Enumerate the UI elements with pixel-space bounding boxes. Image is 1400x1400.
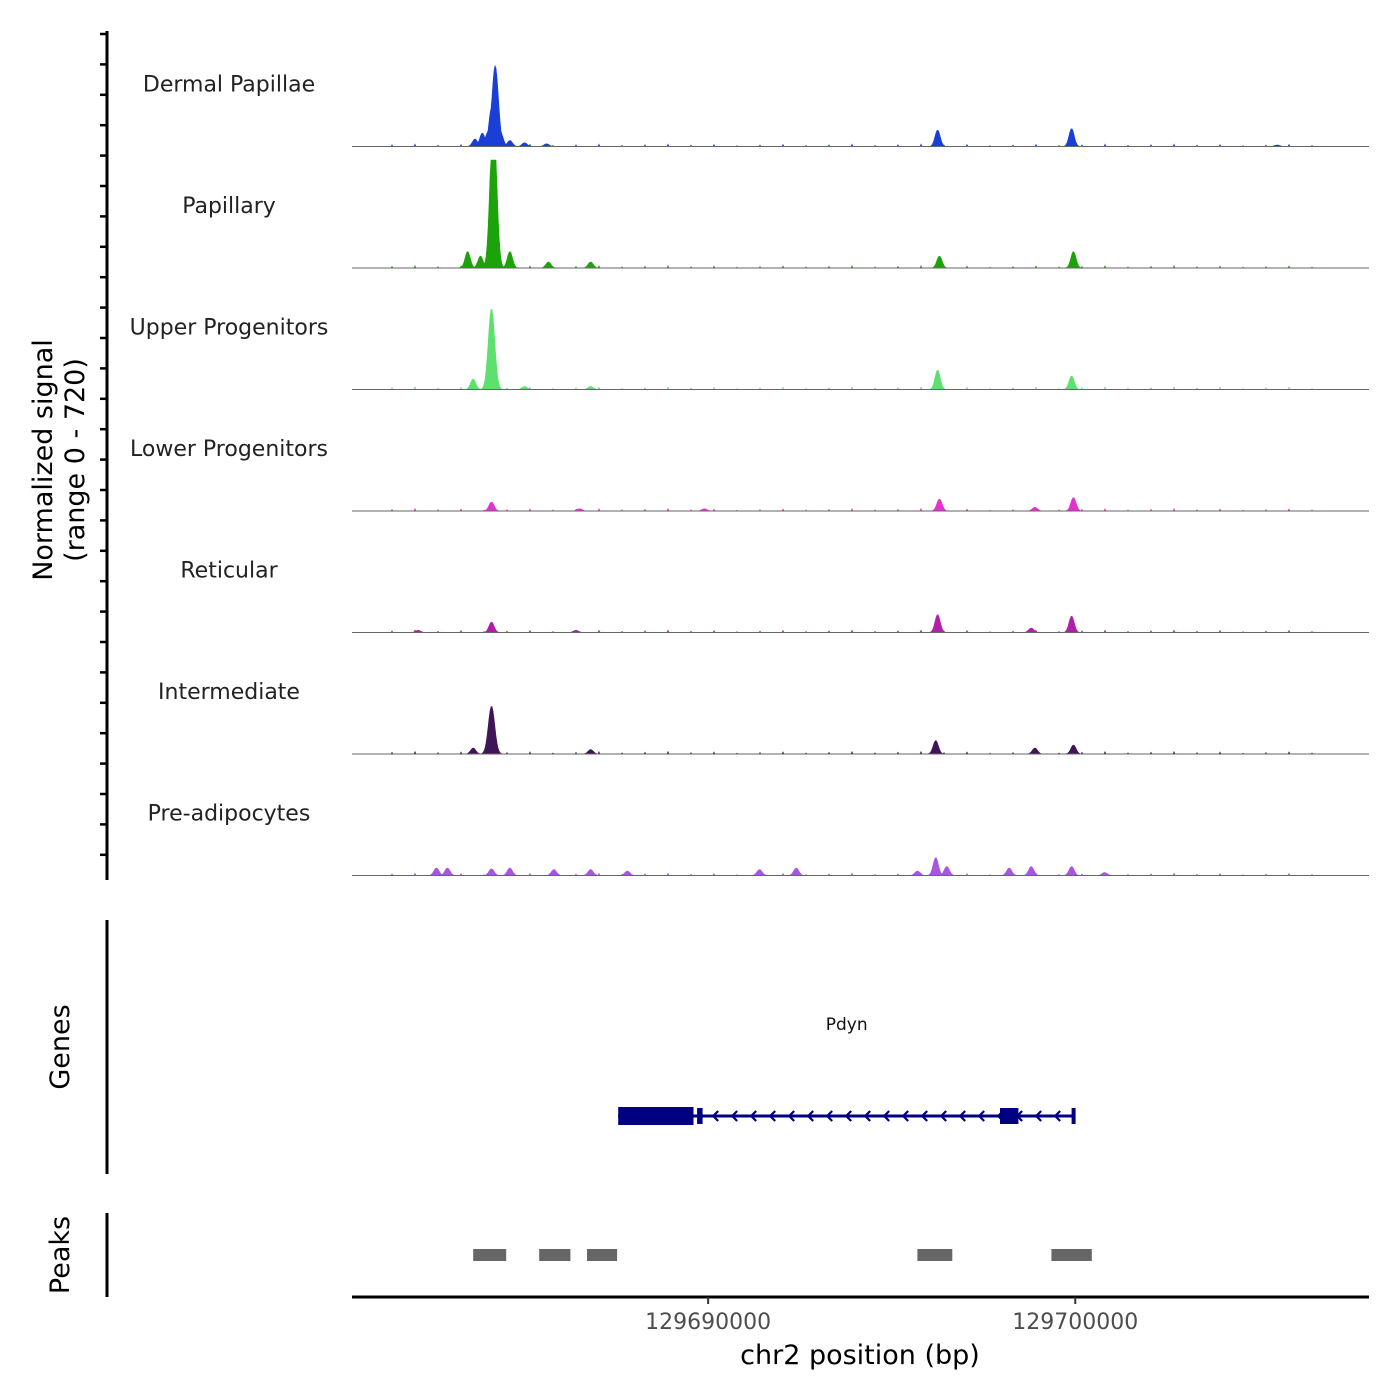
peak-region <box>539 1249 571 1261</box>
strand-arrow <box>749 1110 757 1122</box>
track-reticular: Reticular <box>180 559 1369 633</box>
gene-name: Pdyn <box>826 1015 868 1035</box>
track-pre-adipocytes: Pre-adipocytes <box>148 802 1369 876</box>
exon-block <box>1071 1108 1076 1124</box>
strand-arrow <box>806 1110 814 1122</box>
strand-arrow <box>863 1110 871 1122</box>
gene-models: Pdyn <box>618 1015 1076 1125</box>
strand-arrow <box>901 1110 909 1122</box>
strand-arrow <box>939 1110 947 1122</box>
strand-arrow <box>977 1110 985 1122</box>
signal-area <box>352 159 1369 269</box>
signal-area <box>352 64 1369 147</box>
track-intermediate: Intermediate <box>158 680 1369 755</box>
strand-arrow <box>844 1110 852 1122</box>
track-label: Upper Progenitors <box>130 316 329 341</box>
strand-arrow <box>1053 1110 1061 1122</box>
track-label: Intermediate <box>158 680 300 705</box>
strand-arrow <box>1034 1110 1042 1122</box>
strand-arrow <box>958 1110 966 1122</box>
x-axis-title: chr2 position (bp) <box>740 1340 980 1371</box>
signal-area <box>352 497 1369 512</box>
strand-arrow <box>920 1110 928 1122</box>
strand-arrow <box>787 1110 795 1122</box>
x-tick-label: 129700000 <box>1012 1310 1138 1335</box>
exon-block <box>618 1107 694 1125</box>
strand-arrow <box>825 1110 833 1122</box>
peak-region <box>917 1249 953 1261</box>
track-label: Papillary <box>182 194 276 219</box>
exon-block <box>697 1108 703 1124</box>
track-papillary: Papillary <box>182 159 1369 269</box>
peaks-panel-label: Peaks <box>45 1216 76 1294</box>
signal-tracks: Dermal Papillae Papillary Upper Progenitor… <box>130 64 1369 876</box>
signal-area <box>352 309 1369 390</box>
signal-area <box>352 857 1369 876</box>
strand-arrow <box>711 1110 719 1122</box>
exon-block <box>1000 1108 1019 1124</box>
track-label: Reticular <box>180 559 278 584</box>
track-label: Lower Progenitors <box>130 437 328 462</box>
strand-arrow <box>768 1110 776 1122</box>
track-lower-progenitors: Lower Progenitors <box>130 437 1369 512</box>
x-axis-ticks: 129690000 129700000 <box>645 1297 1138 1335</box>
track-label: Dermal Papillae <box>143 73 315 98</box>
y-axis-title-line2: (range 0 - 720) <box>60 358 91 562</box>
signal-area <box>352 706 1369 755</box>
track-dermal-papillae: Dermal Papillae <box>143 64 1369 147</box>
track-label: Pre-adipocytes <box>148 802 311 827</box>
y-axis-title-line1: Normalized signal <box>28 339 59 581</box>
genes-panel-label: Genes <box>45 1004 76 1089</box>
strand-arrow <box>730 1110 738 1122</box>
peak-region <box>587 1249 618 1261</box>
x-tick-label: 129690000 <box>645 1310 771 1335</box>
peak-region <box>1051 1249 1092 1261</box>
peak-regions <box>473 1249 1092 1261</box>
signal-area <box>352 614 1369 633</box>
track-upper-progenitors: Upper Progenitors <box>130 309 1369 390</box>
strand-arrow <box>882 1110 890 1122</box>
peak-region <box>473 1249 507 1261</box>
gene-pdyn: Pdyn <box>618 1015 1076 1125</box>
signal-axis-ticks <box>100 32 107 857</box>
